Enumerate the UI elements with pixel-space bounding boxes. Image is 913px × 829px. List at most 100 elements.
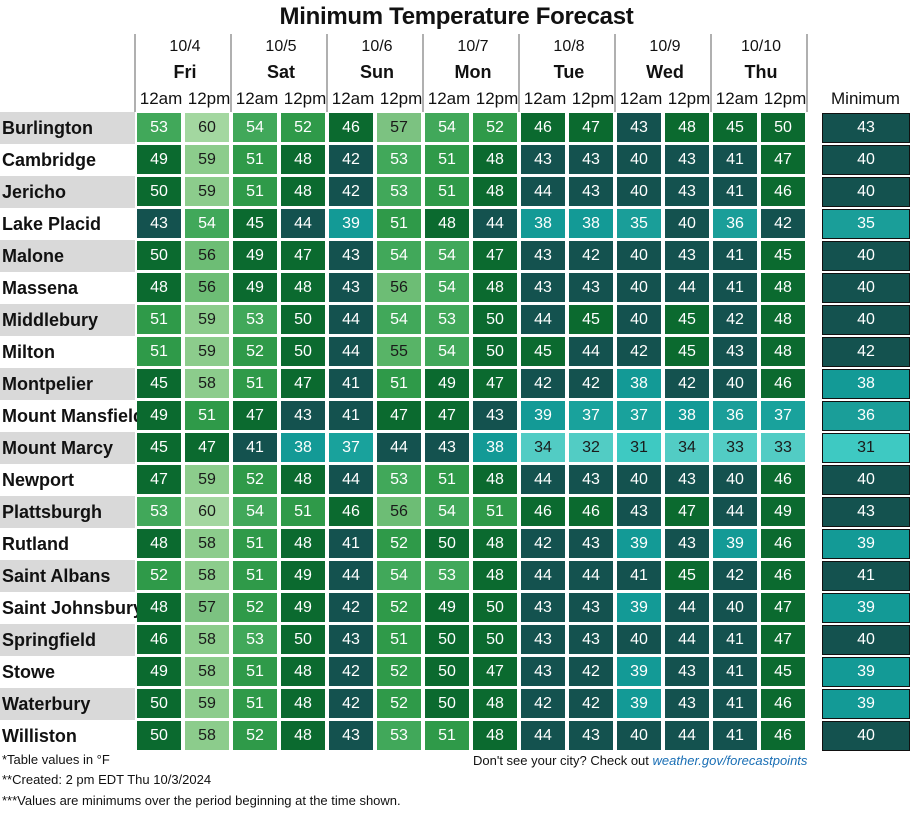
- temperature-cell: 43: [665, 465, 709, 494]
- minimum-cell: 36: [822, 401, 910, 431]
- period-label: 12am: [235, 89, 279, 108]
- temperature-cell: 31: [617, 433, 661, 462]
- temperature-cell: 40: [617, 625, 661, 654]
- temperature-cell: 48: [473, 145, 517, 174]
- temperature-cell: 40: [617, 465, 661, 494]
- temperature-cell: 49: [761, 497, 805, 526]
- temperature-cell: 47: [473, 241, 517, 270]
- temperature-cell: 47: [281, 369, 325, 398]
- temperature-cell: 43: [665, 529, 709, 558]
- minimum-cell: 42: [822, 337, 910, 367]
- city-label: Williston: [2, 726, 77, 746]
- temperature-cell: 45: [761, 657, 805, 686]
- temperature-cell: 59: [185, 177, 229, 206]
- temperature-cell: 39: [617, 529, 661, 558]
- temperature-cell: 40: [617, 145, 661, 174]
- temperature-cell: 39: [329, 209, 373, 238]
- temperature-cell: 49: [281, 593, 325, 622]
- temperature-cell: 53: [137, 113, 181, 142]
- temperature-cell: 48: [137, 273, 181, 302]
- temperature-cell: 43: [473, 401, 517, 430]
- day-name-label: Fri: [173, 62, 197, 82]
- temperature-cell: 40: [617, 305, 661, 334]
- temperature-cell: 51: [281, 497, 325, 526]
- day-name-label: Tue: [553, 62, 585, 82]
- city-lookup-prompt: Don't see your city? Check out weather.g…: [473, 753, 807, 768]
- temperature-cell: 46: [761, 465, 805, 494]
- temperature-cell: 46: [329, 113, 373, 142]
- temperature-cell: 47: [665, 497, 709, 526]
- day-name-label: Sat: [266, 62, 295, 82]
- forecastpoints-link[interactable]: weather.gov/forecastpoints: [652, 753, 808, 768]
- temperature-cell: 51: [425, 177, 469, 206]
- temperature-cell: 53: [233, 625, 277, 654]
- temperature-cell: 39: [617, 689, 661, 718]
- period-label: 12am: [139, 89, 183, 108]
- temperature-cell: 41: [713, 689, 757, 718]
- temperature-cell: 58: [185, 529, 229, 558]
- minimum-cell: 40: [822, 721, 910, 751]
- minimum-cell: 40: [822, 465, 910, 495]
- temperature-cell: 54: [233, 113, 277, 142]
- temperature-cell: 54: [377, 305, 421, 334]
- temperature-cell: 47: [761, 593, 805, 622]
- temperature-cell: 46: [521, 497, 565, 526]
- temperature-cell: 39: [617, 593, 661, 622]
- temperature-cell: 43: [137, 209, 181, 238]
- footnote-units: *Table values in °F: [2, 752, 110, 767]
- period-label: 12pm: [379, 89, 423, 108]
- temperature-cell: 44: [665, 625, 709, 654]
- temperature-cell: 47: [233, 401, 277, 430]
- header-separator: [134, 34, 136, 112]
- temperature-cell: 48: [281, 465, 325, 494]
- temperature-cell: 43: [569, 465, 613, 494]
- city-label: Milton: [2, 342, 55, 362]
- temperature-cell: 54: [425, 273, 469, 302]
- temperature-cell: 34: [521, 433, 565, 462]
- temperature-cell: 42: [569, 369, 613, 398]
- period-label: 12pm: [475, 89, 519, 108]
- minimum-cell: 31: [822, 433, 910, 463]
- minimum-cell: 39: [822, 529, 910, 559]
- temperature-cell: 38: [473, 433, 517, 462]
- temperature-cell: 46: [521, 113, 565, 142]
- day-date-label: 10/8: [553, 38, 585, 55]
- temperature-cell: 43: [569, 593, 613, 622]
- minimum-cell: 40: [822, 273, 910, 303]
- period-label: 12am: [523, 89, 567, 108]
- temperature-cell: 51: [233, 657, 277, 686]
- temperature-cell: 48: [761, 337, 805, 366]
- row-stripe: [0, 176, 135, 208]
- temperature-cell: 43: [665, 657, 709, 686]
- temperature-cell: 40: [617, 273, 661, 302]
- day-date-label: 10/9: [649, 38, 681, 55]
- day-date-label: 10/5: [265, 38, 297, 55]
- temperature-cell: 37: [329, 433, 373, 462]
- temperature-cell: 37: [761, 401, 805, 430]
- temperature-cell: 43: [617, 113, 661, 142]
- period-label: 12pm: [763, 89, 807, 108]
- temperature-cell: 54: [425, 241, 469, 270]
- temperature-cell: 56: [377, 273, 421, 302]
- temperature-cell: 42: [329, 177, 373, 206]
- temperature-cell: 43: [617, 497, 661, 526]
- temperature-cell: 50: [281, 337, 325, 366]
- temperature-cell: 42: [569, 689, 613, 718]
- temperature-cell: 39: [713, 529, 757, 558]
- temperature-cell: 48: [473, 273, 517, 302]
- footnote-definition: ***Values are minimums over the period b…: [2, 793, 401, 808]
- temperature-cell: 51: [233, 561, 277, 590]
- temperature-cell: 46: [761, 561, 805, 590]
- temperature-cell: 41: [713, 657, 757, 686]
- temperature-cell: 38: [281, 433, 325, 462]
- temperature-cell: 50: [473, 337, 517, 366]
- city-label: Plattsburgh: [2, 502, 103, 522]
- minimum-cell: 39: [822, 593, 910, 623]
- temperature-cell: 43: [665, 177, 709, 206]
- temperature-cell: 43: [665, 241, 709, 270]
- day-name-label: Sun: [360, 62, 394, 82]
- temperature-cell: 55: [377, 337, 421, 366]
- temperature-cell: 50: [137, 721, 181, 750]
- temperature-cell: 38: [569, 209, 613, 238]
- minimum-cell: 39: [822, 657, 910, 687]
